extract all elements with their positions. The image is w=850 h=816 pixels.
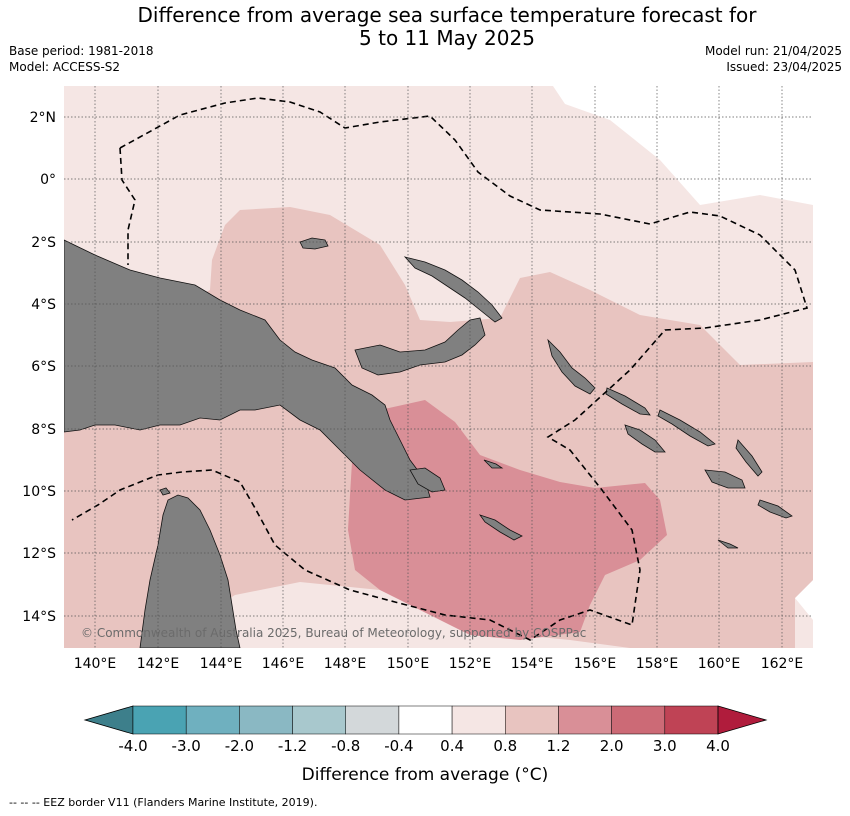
anomaly-band-1.2-2.0: [348, 400, 667, 640]
land-solomons-makira: [757, 499, 793, 519]
colorbar-segment: [611, 705, 666, 735]
land-bougainville: [547, 338, 596, 395]
land-rennell: [717, 539, 739, 549]
lon-label: 144°E: [200, 656, 243, 672]
land-solomons-new-georgia: [624, 424, 666, 453]
base-period: Base period: 1981-2018: [9, 44, 154, 58]
longitude-labels: 140°E 142°E 144°E 146°E 148°E 150°E 152°…: [74, 656, 804, 672]
copyright-notice: © Commonwealth of Australia 2025, Bureau…: [81, 626, 586, 640]
map-plot-area: [64, 86, 813, 648]
lat-label: 12°S: [22, 546, 56, 562]
colorbar-tick-label: -0.8: [331, 737, 360, 755]
lat-label: 14°S: [22, 609, 56, 625]
meta-right: Model run: 21/04/2025 Issued: 23/04/2025: [705, 43, 842, 75]
lat-label: 2°S: [31, 235, 56, 251]
land-solomons-guadalcanal: [704, 469, 746, 489]
colorbar-tick-label: 4.0: [706, 737, 730, 755]
colorbar-segment: [292, 705, 346, 735]
lon-label: 150°E: [387, 656, 430, 672]
land-woodlark: [483, 459, 504, 469]
colorbar-segment: [345, 705, 400, 735]
land-solomons-santa-isabel: [657, 409, 716, 447]
graticule: [64, 86, 813, 648]
lon-label: 152°E: [449, 656, 492, 672]
land-manus: [299, 237, 329, 250]
colorbar-tick-label: -0.4: [384, 737, 413, 755]
colorbar-tick-label: -1.2: [278, 737, 307, 755]
lon-label: 148°E: [324, 656, 367, 672]
title-line-2: 5 to 11 May 2025: [359, 26, 535, 50]
land-louisiade: [478, 514, 523, 541]
colorbar-tick-label: -4.0: [118, 737, 147, 755]
colorbar-label: Difference from average (°C): [302, 765, 549, 785]
eez-border: [71, 97, 809, 641]
lon-label: 162°E: [761, 656, 804, 672]
colorbar-extend-high: [717, 705, 768, 735]
colorbar-extend-low: [83, 705, 134, 735]
colorbar-tick-label: -3.0: [172, 737, 201, 755]
land-new-britain: [354, 317, 486, 376]
model-name: Model: ACCESS-S2: [9, 60, 121, 74]
lon-label: 160°E: [698, 656, 741, 672]
latitude-labels: 2°N 0° 2°S 4°S 6°S 8°S 10°S 12°S 14°S: [22, 110, 56, 625]
anomaly-band-neutral-southeast: [795, 580, 813, 620]
land-new-ireland: [403, 256, 503, 323]
land-torres-islands: [159, 487, 171, 496]
lon-label: 154°E: [511, 656, 554, 672]
eez-footnote: -- -- -- EEZ border V11 (Flanders Marine…: [9, 796, 318, 809]
lon-label: 140°E: [74, 656, 117, 672]
anomaly-band-neutral: [553, 86, 813, 205]
colorbar-tick-label: 3.0: [653, 737, 677, 755]
meta-left: Base period: 1981-2018 Model: ACCESS-S2: [9, 43, 154, 75]
colorbar-segment: [451, 705, 506, 735]
lon-label: 142°E: [137, 656, 180, 672]
lat-label: 6°S: [31, 359, 56, 375]
colorbar-segment: [664, 705, 719, 735]
colorbar-segment: [505, 705, 559, 735]
colorbar-tick-label: -2.0: [225, 737, 254, 755]
lat-label: 4°S: [31, 297, 56, 313]
chart-title: Difference from average sea surface temp…: [0, 4, 850, 50]
land-dentrecasteaux: [409, 467, 446, 493]
colorbar-segments: [83, 705, 768, 735]
sst-anomaly-map: © Commonwealth of Australia 2025, Bureau…: [22, 86, 813, 672]
issued-date: Issued: 23/04/2025: [726, 60, 842, 74]
lon-label: 146°E: [262, 656, 305, 672]
lon-label: 158°E: [636, 656, 679, 672]
land-solomons-choiseul: [605, 387, 651, 416]
colorbar-tick-label: 2.0: [600, 737, 624, 755]
lat-label: 2°N: [30, 110, 56, 126]
lon-label: 156°E: [574, 656, 617, 672]
land-cape-york: [139, 494, 241, 648]
colorbar-segment: [239, 705, 293, 735]
lat-label: 8°S: [31, 422, 56, 438]
land-solomons-malaita: [735, 439, 763, 477]
title-line-1: Difference from average sea surface temp…: [137, 3, 757, 27]
model-run: Model run: 21/04/2025: [704, 44, 842, 58]
colorbar-segment: [132, 705, 187, 735]
colorbar-tick-label: 1.2: [547, 737, 571, 755]
land-new-guinea: [64, 239, 431, 501]
colorbar-ticks: -4.0 -3.0 -2.0 -1.2 -0.8 -0.4 0.4 0.8 1.2 2.0 3.0 4…: [118, 737, 730, 755]
lat-label: 0°: [40, 172, 56, 188]
lat-label: 10°S: [22, 484, 56, 500]
colorbar-segment: [185, 705, 240, 735]
colorbar-tick-label: 0.8: [493, 737, 517, 755]
colorbar-segment: [558, 705, 612, 735]
colorbar: -4.0 -3.0 -2.0 -1.2 -0.8 -0.4 0.4 0.8 1.2 2.0 3.0 4…: [83, 705, 768, 785]
colorbar-tick-label: 0.4: [440, 737, 464, 755]
colorbar-segment: [398, 705, 453, 735]
